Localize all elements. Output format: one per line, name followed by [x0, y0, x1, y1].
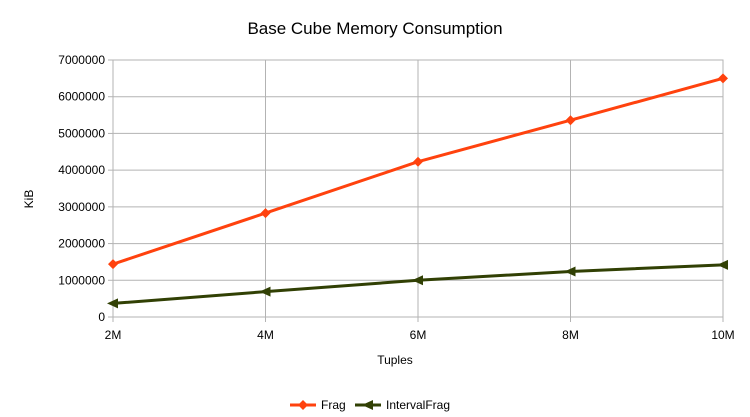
x-tick-label: 4M [257, 328, 274, 342]
x-axis-label: Tuples [377, 353, 413, 367]
data-point-frag [413, 156, 423, 167]
data-point-frag [718, 73, 728, 84]
data-point-intervalfrag [412, 275, 423, 286]
y-tick-label: 0 [98, 310, 105, 324]
data-point-intervalfrag [564, 266, 576, 277]
x-axis-ticks: 2M 4M 6M 8M 10M [105, 317, 735, 342]
legend-label-intervalfrag: IntervalFrag [386, 398, 450, 412]
data-point-frag [108, 259, 118, 270]
legend-swatch-marker [298, 400, 308, 410]
y-tick-label: 3000000 [58, 200, 105, 214]
x-tick-label: 6M [410, 328, 427, 342]
y-tick-label: 4000000 [58, 163, 105, 177]
data-point-intervalfrag [107, 298, 118, 309]
x-tick-label: 8M [562, 328, 579, 342]
y-tick-label: 1000000 [58, 273, 105, 287]
x-tick-label: 2M [105, 328, 122, 342]
legend: Frag IntervalFrag [290, 398, 450, 412]
grid-lines [113, 59, 723, 318]
data-point-intervalfrag [259, 286, 271, 297]
data-point-intervalfrag [717, 259, 728, 270]
data-point-frag [565, 115, 576, 126]
y-tick-label: 7000000 [58, 53, 105, 67]
y-tick-label: 2000000 [58, 237, 105, 251]
y-axis-label: KiB [22, 190, 36, 209]
chart-title: Base Cube Memory Consumption [247, 19, 502, 38]
data-point-frag [260, 208, 271, 219]
x-tick-label: 10M [711, 328, 734, 342]
legend-label-frag: Frag [321, 398, 346, 412]
series-layer [107, 73, 728, 309]
legend-swatch-marker [362, 400, 373, 410]
y-axis-ticks: 0 1000000 2000000 3000000 4000000 5000000 6000… [58, 53, 113, 324]
y-tick-label: 5000000 [58, 126, 105, 140]
y-tick-label: 6000000 [58, 90, 105, 104]
